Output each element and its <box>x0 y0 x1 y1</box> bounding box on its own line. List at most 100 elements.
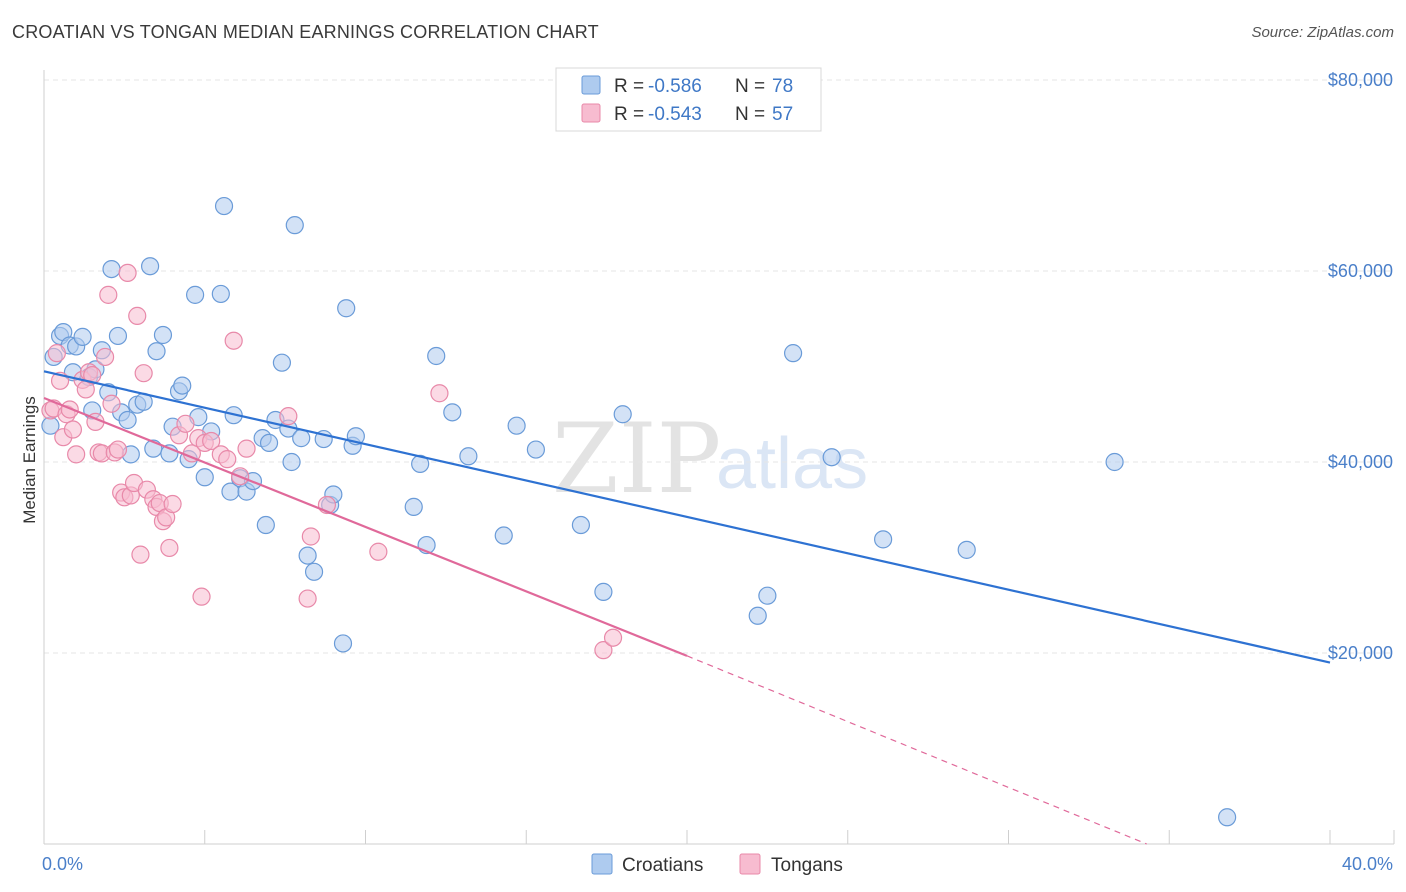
data-point-croatians <box>118 410 137 430</box>
bottom-legend-swatch-tongans <box>739 853 761 875</box>
data-point-tongans <box>176 414 195 433</box>
data-point-tongans <box>301 527 320 546</box>
data-point-tongans <box>83 365 102 385</box>
data-point-croatians <box>153 325 173 345</box>
legend-r-label-tongans: R = <box>614 104 644 125</box>
data-point-croatians <box>173 376 192 395</box>
data-point-croatians <box>214 196 234 216</box>
data-point-croatians <box>108 326 128 346</box>
data-point-tongans <box>131 545 150 564</box>
legend-n-value-tongans: 57 <box>772 104 793 125</box>
data-point-tongans <box>67 445 86 464</box>
trendline-croatians <box>43 370 1331 664</box>
data-point-croatians <box>256 515 275 535</box>
data-point-tongans <box>134 364 153 383</box>
series-tongans <box>41 263 623 660</box>
data-point-tongans <box>128 306 147 325</box>
y-tick-label: $60,000 <box>1328 261 1393 281</box>
bottom-legend-swatch-croatians <box>591 853 613 875</box>
data-point-croatians <box>783 344 803 363</box>
source-label: Source: ZipAtlas.com <box>1251 24 1394 41</box>
data-point-tongans <box>108 440 128 459</box>
data-point-tongans <box>95 347 115 367</box>
data-point-croatians <box>304 562 324 581</box>
bottom-legend-label-tongans: Tongans <box>771 855 843 876</box>
data-point-croatians <box>73 327 92 346</box>
data-point-tongans <box>202 431 221 451</box>
data-point-tongans <box>163 494 182 514</box>
legend-swatch-tongans <box>581 103 601 123</box>
trendline-tongans-extension <box>686 655 1147 845</box>
data-point-tongans <box>63 420 83 439</box>
data-point-croatians <box>526 440 545 459</box>
data-point-croatians <box>874 530 893 549</box>
data-point-croatians <box>285 216 304 235</box>
correlation-legend: R = -0.586 N = 78 R = -0.543 N = 57 <box>555 67 822 132</box>
data-point-tongans <box>279 407 298 426</box>
trendlines <box>43 370 1331 845</box>
x-tick-label-max: 40.0% <box>1342 854 1393 874</box>
data-point-tongans <box>237 439 256 458</box>
series-legend: Croatians Tongans <box>591 853 843 876</box>
data-point-tongans <box>102 394 121 413</box>
legend-n-label-croatians: N = <box>735 76 765 97</box>
legend-r-value-tongans: -0.543 <box>648 104 702 125</box>
data-point-tongans <box>192 587 211 606</box>
legend-r-label-croatians: R = <box>614 76 644 97</box>
legend-r-value-croatians: -0.586 <box>648 76 702 97</box>
axes <box>43 70 1395 845</box>
data-point-croatians <box>102 259 121 279</box>
chart-title: CROATIAN VS TONGAN MEDIAN EARNINGS CORRE… <box>12 22 599 42</box>
data-point-croatians <box>443 403 462 422</box>
data-point-tongans <box>160 538 179 558</box>
data-point-croatians <box>272 353 292 372</box>
data-point-tongans <box>224 331 243 350</box>
data-point-croatians <box>459 447 478 466</box>
watermark-zip: ZIP <box>552 403 721 515</box>
data-point-tongans <box>218 450 237 469</box>
data-point-tongans <box>369 542 388 561</box>
data-point-croatians <box>594 582 613 601</box>
data-point-croatians <box>292 429 311 448</box>
y-axis-label: Median Earnings <box>20 396 39 524</box>
data-point-tongans <box>99 285 118 304</box>
legend-n-value-croatians: 78 <box>772 76 793 97</box>
data-point-croatians <box>404 497 423 516</box>
data-point-tongans <box>118 263 137 283</box>
y-tick-label: $80,000 <box>1328 70 1393 90</box>
data-point-croatians <box>957 540 976 559</box>
data-point-croatians <box>337 299 356 318</box>
legend-swatch-croatians <box>581 75 601 95</box>
data-point-tongans <box>298 589 317 608</box>
gridlines <box>44 79 1394 654</box>
data-point-croatians <box>494 526 513 545</box>
data-point-croatians <box>140 257 160 276</box>
data-point-croatians <box>282 452 301 472</box>
data-point-croatians <box>1218 808 1237 827</box>
data-point-croatians <box>427 346 446 366</box>
watermark-atlas: atlas <box>716 424 868 504</box>
data-point-croatians <box>748 606 767 625</box>
data-point-croatians <box>571 515 591 535</box>
x-tick-label-min: 0.0% <box>42 854 83 874</box>
legend-n-label-tongans: N = <box>735 104 765 125</box>
data-point-croatians <box>758 586 777 605</box>
data-point-croatians <box>195 468 214 487</box>
data-point-croatians <box>333 634 353 653</box>
data-point-croatians <box>259 433 279 452</box>
watermark: ZIP atlas <box>552 403 868 515</box>
y-tick-label: $20,000 <box>1328 643 1393 663</box>
data-point-croatians <box>298 546 317 565</box>
data-point-croatians <box>186 285 205 304</box>
y-tick-label: $40,000 <box>1328 452 1393 472</box>
data-point-croatians <box>613 405 632 424</box>
data-point-tongans <box>603 628 623 647</box>
data-point-tongans <box>430 384 449 403</box>
data-point-croatians <box>147 342 166 361</box>
data-point-croatians <box>507 416 526 435</box>
data-point-croatians <box>1105 452 1124 472</box>
trendline-tongans <box>43 396 688 657</box>
bottom-legend-label-croatians: Croatians <box>622 855 703 876</box>
data-point-croatians <box>822 448 841 467</box>
